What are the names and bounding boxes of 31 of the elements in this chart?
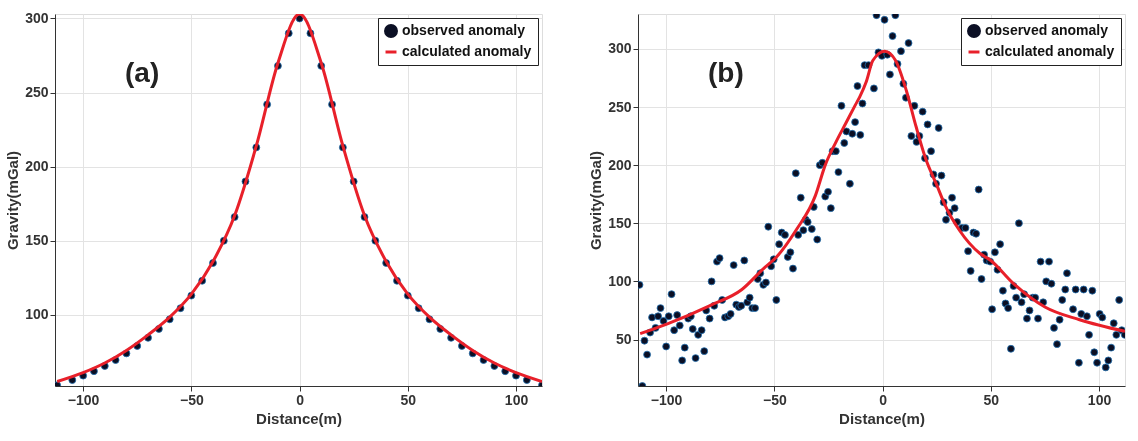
y-tick-label: 250 — [608, 98, 632, 115]
y-tick-label: 50 — [615, 331, 632, 347]
x-tick-label: −50 — [179, 391, 204, 408]
x-tick-label: 0 — [879, 391, 888, 408]
x-tick-label: 0 — [296, 391, 305, 408]
y-tick-label: 300 — [608, 40, 632, 57]
x-tick-label: −50 — [762, 391, 787, 408]
x-axis-title: Distance(m) — [839, 409, 925, 427]
y-tick-label: 150 — [25, 232, 49, 249]
y-tick-label: 200 — [25, 158, 49, 175]
x-axis-title: Distance(m) — [256, 409, 342, 427]
legend-label: calculated anomaly — [402, 43, 532, 59]
x-tick-label: 100 — [504, 391, 529, 408]
y-tick-label: 250 — [25, 84, 49, 101]
legend-label: calculated anomaly — [985, 43, 1115, 59]
y-tick-label: 150 — [608, 214, 632, 231]
x-tick-label: −100 — [67, 391, 100, 408]
legend-label: observed anomaly — [402, 22, 526, 38]
y-axis-title: Gravity(mGal) — [4, 150, 22, 251]
y-tick-label: 100 — [608, 272, 632, 289]
x-tick-label: −100 — [650, 391, 683, 408]
y-tick-label: 300 — [25, 9, 49, 26]
y-tick-label: 200 — [608, 156, 632, 173]
x-tick-label: 50 — [400, 391, 417, 408]
y-axis-title: Gravity(mGal) — [587, 150, 605, 251]
annotation: (b) — [708, 57, 744, 88]
y-tick-label: 100 — [25, 306, 49, 323]
annotation: (a) — [125, 57, 160, 88]
legend-label: observed anomaly — [985, 22, 1109, 38]
x-tick-label: 100 — [1087, 391, 1112, 408]
x-tick-label: 50 — [983, 391, 1000, 408]
